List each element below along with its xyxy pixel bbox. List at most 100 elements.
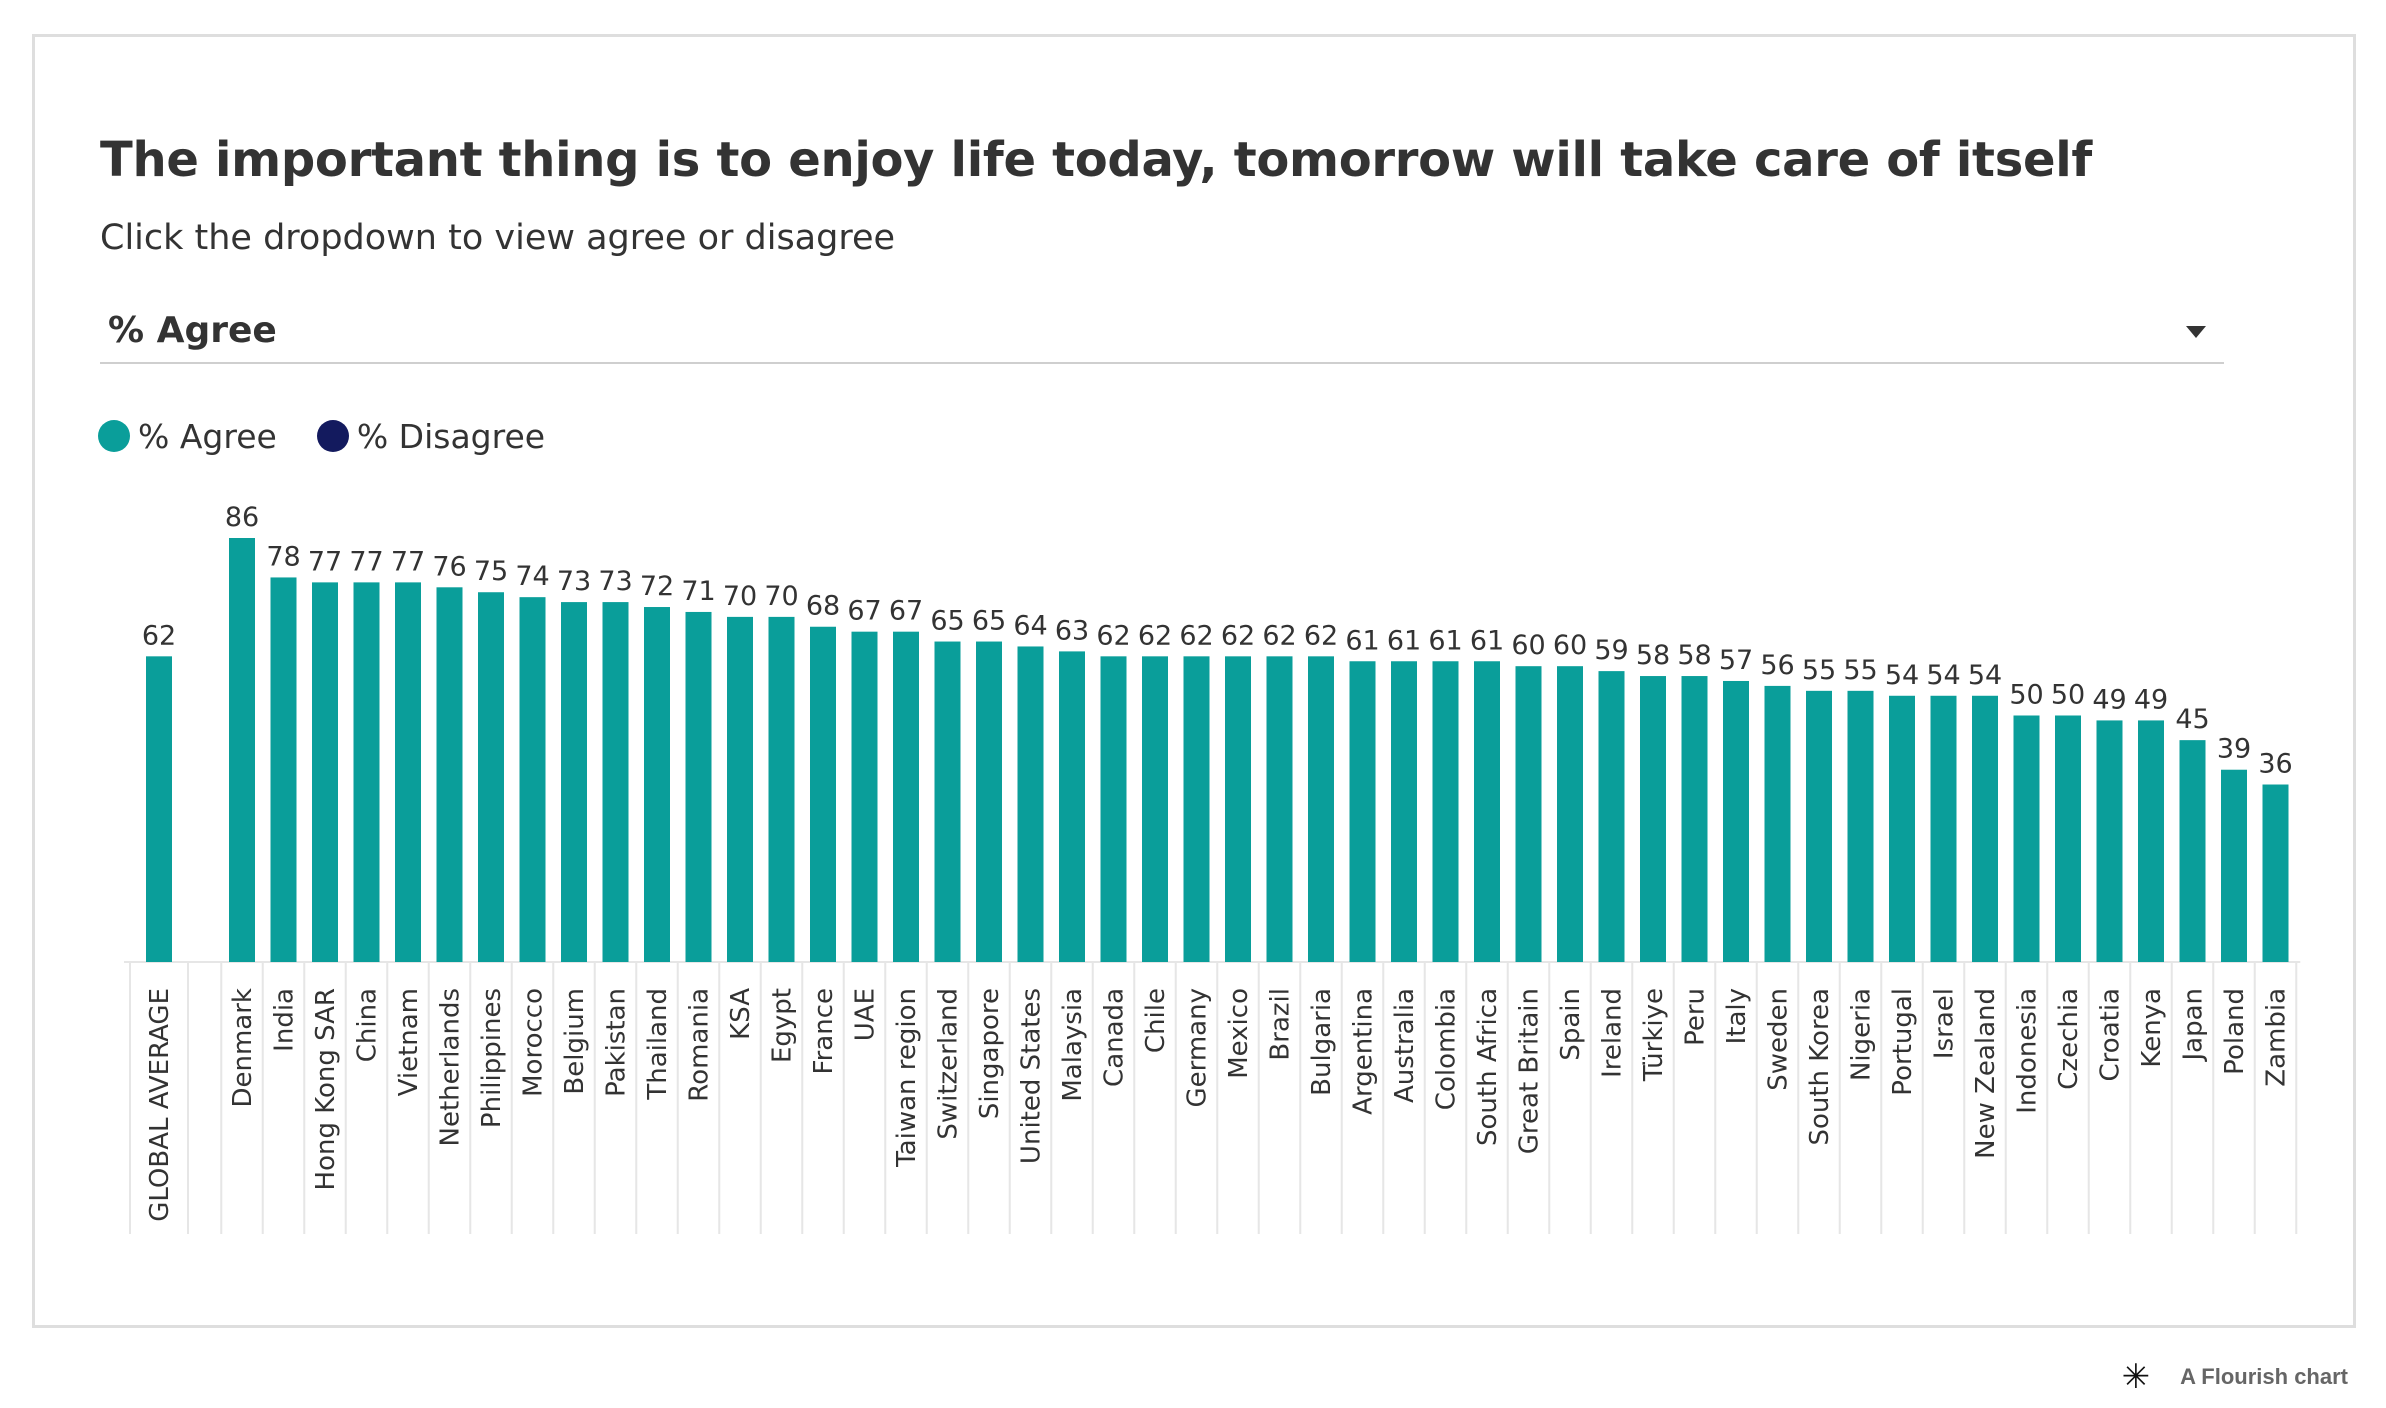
x-tick-label: Great Britain [1515, 988, 1545, 1154]
bar-croatia[interactable] [2096, 720, 2123, 962]
bar-italy[interactable] [1723, 680, 1749, 962]
data-label: 63 [1055, 615, 1089, 646]
bar-vietnam[interactable] [395, 582, 421, 962]
x-tick-label: Egypt [768, 988, 798, 1063]
bar-mexico[interactable] [1225, 656, 1251, 962]
bar-t-rkiye[interactable] [1640, 676, 1666, 962]
x-tick-label: Peru [1681, 988, 1711, 1046]
legend-item-disagree[interactable]: % Disagree [316, 417, 545, 456]
bar-united-states[interactable] [1017, 646, 1044, 962]
data-label: 62 [1179, 620, 1213, 651]
bar-ksa[interactable] [727, 616, 753, 962]
data-label: 77 [391, 546, 425, 577]
x-tick-label: Morocco [519, 988, 549, 1097]
x-tick-label: Spain [1556, 988, 1586, 1061]
bar-canada[interactable] [1100, 656, 1127, 962]
data-label: 60 [1553, 630, 1587, 661]
bar-romania[interactable] [685, 611, 712, 962]
x-tick-label: GLOBAL AVERAGE [145, 988, 175, 1222]
x-tick-label: Türkiye [1639, 988, 1669, 1082]
chevron-down-icon[interactable] [2186, 326, 2206, 338]
flourish-credit[interactable]: ✳ A Flourish chart [2122, 1360, 2348, 1394]
data-label: 61 [1470, 625, 1504, 656]
bar-czechia[interactable] [2055, 715, 2081, 962]
bar-uae[interactable] [851, 631, 878, 962]
bar-zambia[interactable] [2262, 784, 2289, 962]
bar-poland[interactable] [2221, 769, 2247, 962]
bar-bulgaria[interactable] [1308, 656, 1334, 962]
legend-swatch-disagree [316, 420, 349, 452]
flourish-credit-text: A Flourish chart [2180, 1364, 2348, 1389]
bar-chile[interactable] [1142, 656, 1168, 962]
x-tick-label: South Africa [1473, 988, 1503, 1146]
data-label: 54 [1926, 660, 1960, 691]
data-label: 55 [1843, 655, 1877, 686]
bar-global-average[interactable] [146, 656, 172, 962]
data-label: 62 [1304, 620, 1338, 651]
bar-philippines[interactable] [478, 592, 504, 962]
bar-thailand[interactable] [644, 607, 670, 962]
bar-indonesia[interactable] [2013, 715, 2040, 962]
x-tick-label: Malaysia [1058, 988, 1088, 1102]
bar-portugal[interactable] [1889, 695, 1915, 962]
bar-argentina[interactable] [1349, 661, 1376, 962]
bar-south-africa[interactable] [1474, 661, 1500, 962]
bar-kenya[interactable] [2138, 720, 2164, 962]
bar-peru[interactable] [1681, 676, 1708, 962]
dropdown-selected-value: % Agree [108, 310, 277, 351]
data-label: 65 [972, 606, 1006, 637]
x-tick-label: India [270, 988, 300, 1052]
data-label: 55 [1802, 655, 1836, 686]
bar-china[interactable] [353, 582, 380, 962]
bar-ireland[interactable] [1598, 671, 1625, 962]
bar-spain[interactable] [1557, 666, 1583, 962]
bar-new-zealand[interactable] [1972, 695, 1998, 962]
bar-australia[interactable] [1391, 661, 1417, 962]
data-label: 56 [1760, 650, 1794, 681]
bar-chart: 62 GLOBAL AVERAGE 86 Denmark 78 India 77 Hong K… [124, 502, 2301, 1234]
data-label: 49 [2134, 684, 2168, 715]
bar-israel[interactable] [1930, 695, 1957, 962]
bar-belgium[interactable] [561, 602, 587, 962]
bar-colombia[interactable] [1432, 661, 1459, 962]
bar-japan[interactable] [2179, 740, 2206, 962]
x-tick-label: Mexico [1224, 988, 1254, 1079]
data-label: 54 [1968, 660, 2002, 691]
legend-item-agree[interactable]: % Agree [98, 417, 277, 456]
data-label: 77 [349, 546, 383, 577]
bar-nigeria[interactable] [1847, 690, 1874, 962]
data-label: 62 [1138, 620, 1172, 651]
measure-dropdown[interactable]: % Agree [100, 300, 2224, 364]
data-label: 58 [1677, 640, 1711, 671]
data-label: 62 [1096, 620, 1130, 651]
data-label: 73 [598, 566, 632, 597]
bar-singapore[interactable] [976, 641, 1002, 962]
data-label: 62 [1221, 620, 1255, 651]
x-tick-label: Bulgaria [1307, 988, 1337, 1096]
bar-malaysia[interactable] [1059, 651, 1085, 962]
legend: % Agree % Disagree [98, 416, 585, 456]
bar-brazil[interactable] [1266, 656, 1293, 962]
bar-hong-kong-sar[interactable] [312, 582, 338, 962]
bar-germany[interactable] [1183, 656, 1210, 962]
x-tick-label: Pakistan [602, 988, 632, 1097]
x-tick-label: Chile [1141, 988, 1171, 1053]
bar-taiwan-region[interactable] [893, 631, 919, 962]
bar-great-britain[interactable] [1515, 666, 1542, 962]
x-tick-label: UAE [851, 988, 881, 1041]
bar-netherlands[interactable] [436, 587, 463, 962]
x-tick-label: Zambia [2262, 988, 2292, 1087]
bar-egypt[interactable] [768, 616, 795, 962]
bar-pakistan[interactable] [602, 602, 629, 962]
bar-switzerland[interactable] [934, 641, 961, 962]
x-tick-label: Romania [685, 988, 715, 1102]
bar-south-korea[interactable] [1806, 690, 1832, 962]
bar-denmark[interactable] [229, 538, 255, 962]
bar-sweden[interactable] [1764, 685, 1791, 962]
x-tick-label: Thailand [643, 988, 673, 1101]
bar-india[interactable] [270, 577, 297, 962]
x-tick-label: Denmark [228, 988, 258, 1108]
bar-france[interactable] [810, 626, 836, 962]
bar-morocco[interactable] [519, 597, 546, 962]
data-label: 50 [2009, 679, 2043, 710]
